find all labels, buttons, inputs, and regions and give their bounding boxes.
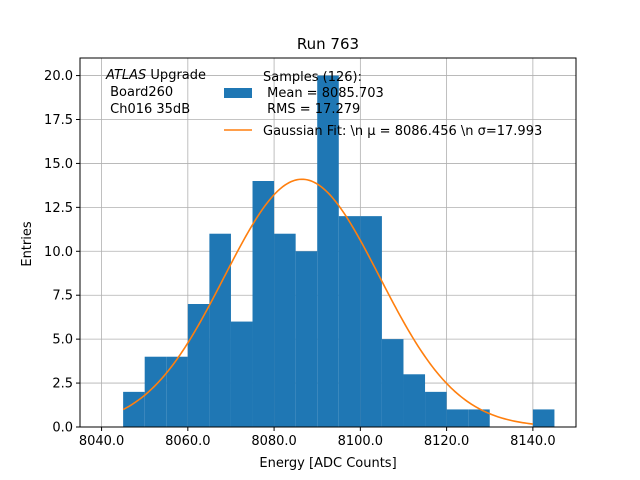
histogram-bar bbox=[209, 233, 231, 427]
histogram-bar bbox=[295, 251, 318, 427]
histogram-bar bbox=[446, 409, 469, 427]
x-axis-label: Energy [ADC Counts] bbox=[259, 456, 396, 471]
plot-frame bbox=[79, 57, 577, 428]
annotation-line-1: ATLAS Upgrade bbox=[105, 68, 206, 83]
legend-samples-line-1: Samples (126): bbox=[263, 70, 362, 85]
histogram-bar bbox=[144, 356, 167, 427]
annotation-upgrade: Upgrade bbox=[150, 68, 206, 83]
annotation-line-3: Ch016 35dB bbox=[106, 102, 190, 117]
histogram-bar bbox=[187, 304, 210, 427]
x-tick-label: 8040.0 bbox=[79, 434, 125, 449]
histogram-bar bbox=[166, 356, 188, 427]
histogram-bar bbox=[532, 409, 555, 427]
y-tick-label: 20.0 bbox=[44, 69, 73, 84]
atlas-annotation: ATLAS Upgrade Board260 Ch016 35dB bbox=[105, 68, 206, 117]
x-tick-label: 8080.0 bbox=[251, 434, 297, 449]
legend: Samples (126): Mean = 8085.703 RMS = 17.… bbox=[224, 70, 542, 139]
gaussian-fit-curve bbox=[122, 178, 533, 425]
x-tick-label: 8100.0 bbox=[338, 434, 384, 449]
y-tick-label: 2.5 bbox=[52, 377, 73, 392]
legend-samples-line-2: Mean = 8085.703 bbox=[263, 86, 384, 101]
annotation-line-2: Board260 bbox=[106, 85, 173, 100]
x-tick-label: 8120.0 bbox=[424, 434, 470, 449]
legend-hist-swatch bbox=[224, 88, 252, 98]
histogram-bar bbox=[252, 181, 275, 427]
x-tick-label: 8140.0 bbox=[510, 434, 556, 449]
annotation-experiment: ATLAS bbox=[105, 68, 146, 83]
y-tick-label: 7.5 bbox=[52, 289, 73, 304]
histogram-bar bbox=[123, 391, 145, 427]
chart-title: Run 763 bbox=[297, 35, 359, 53]
legend-samples-line-3: RMS = 17.279 bbox=[263, 102, 360, 117]
histogram-bar bbox=[381, 339, 404, 427]
y-tick-label: 0.0 bbox=[52, 421, 73, 436]
y-axis-ticks: 0.0 2.5 5.0 7.5 10.0 12.5 15.0 17.5 20.0 bbox=[44, 69, 80, 436]
y-tick-label: 10.0 bbox=[44, 245, 73, 260]
y-tick-label: 5.0 bbox=[52, 333, 73, 348]
histogram-bar bbox=[403, 374, 426, 427]
histogram-bar bbox=[317, 75, 339, 428]
histogram-bar bbox=[468, 409, 490, 427]
histogram-bar bbox=[274, 233, 296, 427]
y-tick-label: 12.5 bbox=[44, 201, 73, 216]
histogram-bar bbox=[425, 391, 447, 427]
histogram-bar bbox=[360, 216, 382, 427]
y-tick-label: 15.0 bbox=[44, 157, 73, 172]
histogram-bars bbox=[123, 75, 555, 428]
y-axis-label: Entries bbox=[20, 221, 35, 267]
x-axis-ticks: 8040.0 8060.0 8080.0 8100.0 8120.0 8140.0 bbox=[79, 427, 556, 449]
y-tick-label: 17.5 bbox=[44, 113, 73, 128]
histogram-bar bbox=[338, 216, 361, 427]
legend-fit-label: Gaussian Fit: \n μ = 8086.456 \n σ=17.99… bbox=[263, 124, 542, 139]
histogram-bar bbox=[230, 321, 253, 427]
x-tick-label: 8060.0 bbox=[165, 434, 211, 449]
